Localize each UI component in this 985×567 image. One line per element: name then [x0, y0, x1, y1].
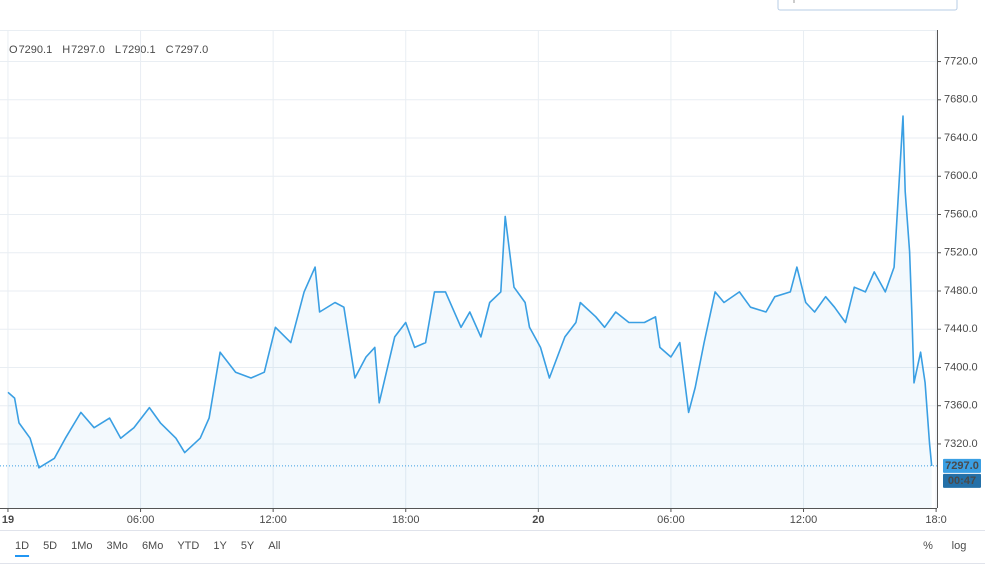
y-tick-label: 7400.0 [944, 361, 978, 373]
price-line [7, 115, 933, 469]
y-tick-label: 7680.0 [944, 94, 978, 106]
x-tick-label: 12:00 [259, 514, 287, 526]
ohlc-value: 7297.0 [71, 44, 105, 56]
ohlc-label: C [166, 44, 174, 56]
ohlc-value: 7290.1 [122, 44, 156, 56]
y-tick-label: 7480.0 [944, 285, 978, 297]
x-tick-label: 18:0 [925, 514, 946, 526]
x-tick-label: 06:00 [657, 514, 685, 526]
x-tick-label: 12:00 [790, 514, 818, 526]
y-tick-label: 7320.0 [944, 438, 978, 450]
ohlc-value: 7297.0 [175, 44, 209, 56]
y-tick-label: 7640.0 [944, 132, 978, 144]
range-button[interactable]: 5D [43, 540, 57, 552]
range-button[interactable]: 1Mo [71, 540, 92, 552]
ohlc-label: H [62, 44, 70, 56]
range-button[interactable]: 6Mo [142, 540, 163, 552]
y-tick-label: 7520.0 [944, 247, 978, 259]
search-box[interactable] [777, 0, 958, 11]
scale-option[interactable]: % [923, 540, 933, 552]
range-button[interactable]: 3Mo [107, 540, 128, 552]
last-price-label: 7297.0 [945, 460, 979, 472]
range-button[interactable]: All [268, 540, 280, 552]
range-button[interactable]: 1Y [213, 540, 227, 552]
ohlc-label: L [115, 44, 121, 56]
range-button[interactable]: 1D [15, 540, 29, 552]
ohlc-value: 7290.1 [19, 44, 53, 56]
y-tick-label: 7720.0 [944, 55, 978, 67]
last-price-tag [943, 458, 981, 473]
area [7, 116, 932, 508]
x-tick-label: 19 [2, 514, 14, 526]
y-tick-label: 7440.0 [944, 323, 978, 335]
y-tick-label: 7560.0 [944, 208, 978, 220]
scale-option[interactable]: log [952, 540, 967, 552]
x-tick-label: 06:00 [127, 514, 155, 526]
countdown-label: 00:47 [948, 475, 976, 487]
ohlc-label: O [9, 44, 18, 56]
x-tick-label: 18:00 [392, 514, 420, 526]
y-tick-label: 7360.0 [944, 400, 978, 412]
ohlc-legend: O 7290.1 H 7297.0 L 7290.1 C 7297.0 [9, 44, 208, 56]
y-tick-label: 7600.0 [944, 170, 978, 182]
countdown-tag [943, 473, 981, 488]
x-tick-label: 20 [532, 514, 544, 526]
range-button[interactable]: YTD [177, 540, 199, 552]
range-button[interactable]: 5Y [241, 540, 255, 552]
